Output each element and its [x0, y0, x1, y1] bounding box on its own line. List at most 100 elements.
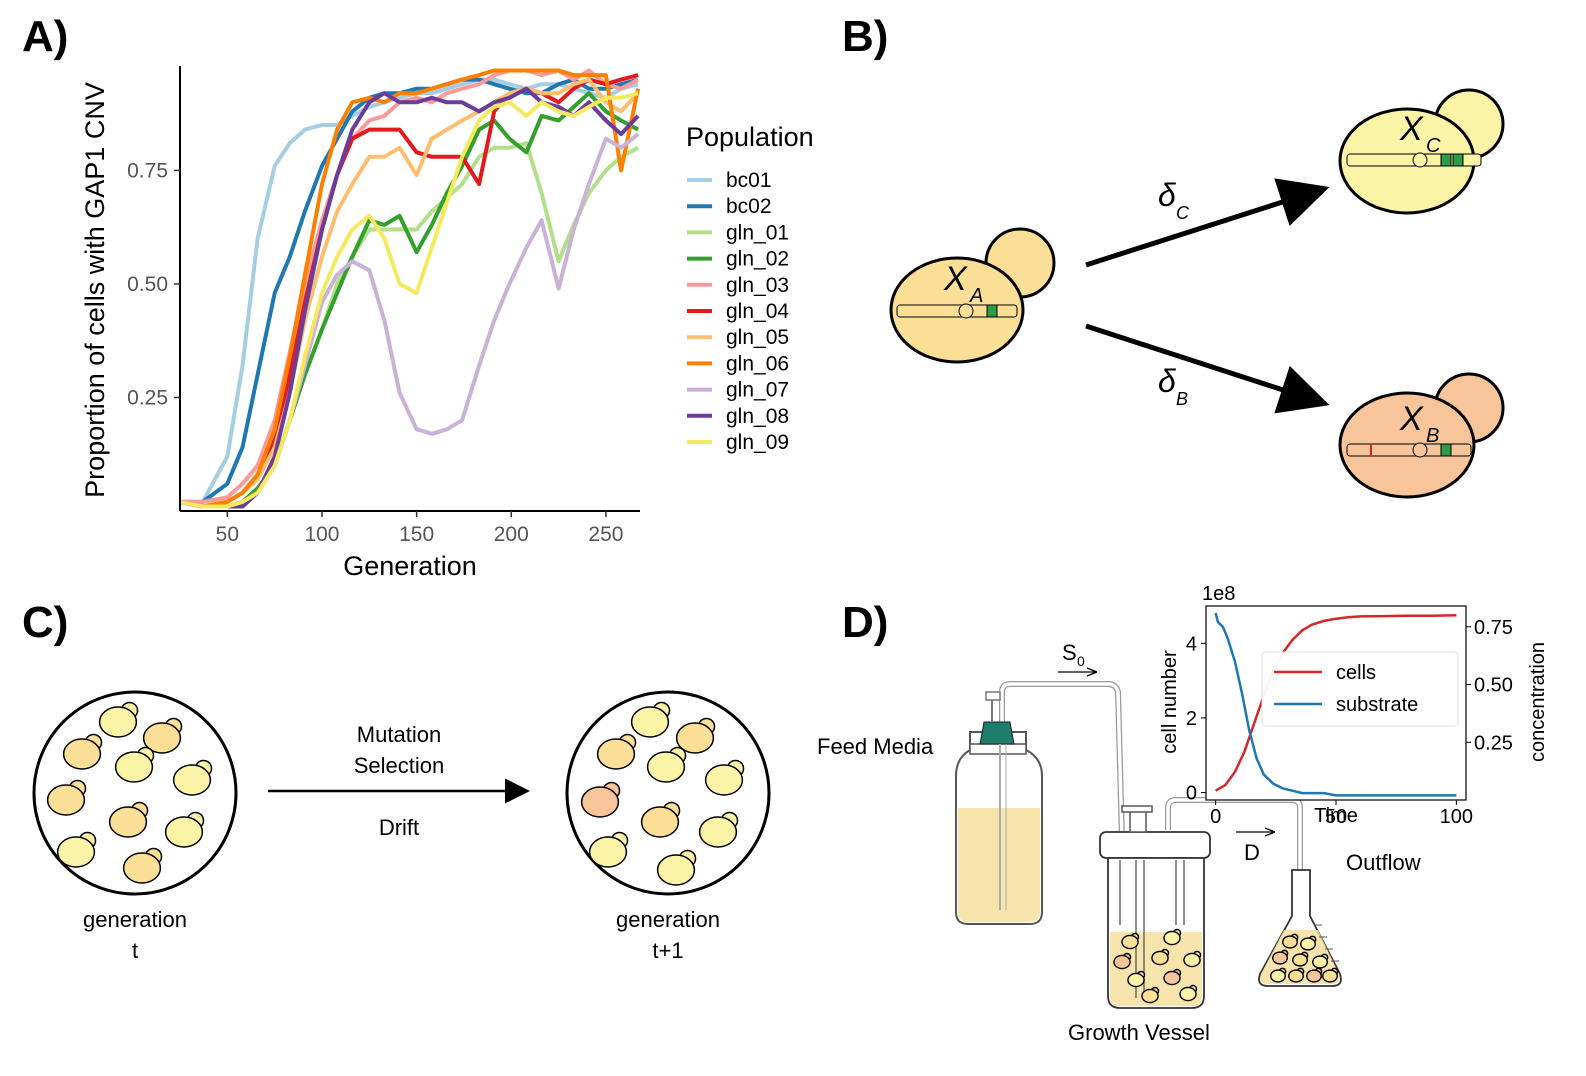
yeast-cell-icon	[1312, 953, 1329, 969]
y-tick-label: 0.50	[127, 273, 168, 296]
yeast-cell-icon	[588, 831, 629, 868]
rate-b-subscript: B	[1176, 389, 1188, 409]
s0-subscript: 0	[1077, 653, 1085, 669]
yeast-cell-icon	[1127, 970, 1146, 988]
chart-a-x-axis-label: Generation	[343, 551, 477, 581]
caption-t1-line1: generation	[616, 907, 720, 932]
arrow-to-cnv	[1085, 178, 1330, 268]
rate-c-symbol: δ	[1158, 177, 1177, 213]
yeast-cell-icon	[1151, 948, 1170, 966]
arrow-to-other	[1085, 323, 1330, 414]
chart-a-y-axis-label: Proportion of cells with GAP1 CNV	[80, 82, 110, 498]
yeast-cell-icon	[1121, 932, 1140, 950]
x-tick-label: 100	[304, 523, 339, 546]
inset-x-tick-label: 100	[1440, 806, 1473, 828]
legend-label: bc01	[726, 169, 772, 192]
yeast-cell-icon	[1282, 933, 1299, 949]
flask-yeast-cells	[1270, 933, 1339, 983]
chart-a-legend: bc01 bc02 gln_01 gln_02 gln_03 gln_04 gln_05gl…	[687, 169, 789, 454]
s0-symbol: S	[1062, 640, 1077, 665]
chart-a-legend-title: Population	[686, 122, 814, 152]
inset-y2-axis-label: concentration	[1527, 642, 1549, 762]
yeast-cell-other: X B	[1338, 372, 1505, 499]
yeast-cell-icon	[646, 746, 687, 783]
yeast-cell-icon	[656, 849, 697, 886]
inset-y-tick-label: 4	[1186, 633, 1197, 655]
series-line-gln-09	[179, 91, 639, 509]
yeast-cell-icon	[675, 717, 716, 754]
yeast-cell-icon	[1183, 950, 1202, 968]
cnv-transition-diagram: X A X C X B δ C δ B	[889, 88, 1505, 499]
vessel-yeast-cells	[1113, 928, 1202, 1004]
yeast-cell-icon	[1163, 928, 1182, 946]
legend-label: gln_07	[726, 379, 789, 402]
yeast-population-t	[46, 701, 213, 884]
cell-b-symbol: X	[1399, 400, 1424, 438]
yeast-cell-icon	[704, 759, 745, 796]
yeast-cell-icon	[98, 701, 139, 738]
process-selection: Selection	[354, 753, 445, 778]
outflow-label: Outflow	[1346, 850, 1421, 875]
gap1-cnv-chart: 50 100 150 200 250 0.25 0.50 0.75 Generation Pr…	[80, 66, 814, 581]
legend-label: gln_02	[726, 248, 789, 271]
legend-label: gln_03	[726, 274, 789, 297]
chromosome-icon	[896, 303, 1018, 319]
legend-label: gln_05	[726, 326, 789, 349]
inset-y-tick-label: 0	[1186, 783, 1197, 805]
legend-label: gln_01	[726, 221, 789, 244]
yeast-cell-icon	[1306, 967, 1323, 983]
y-tick-label: 0.75	[127, 159, 168, 182]
series-line-gln-05	[179, 77, 640, 509]
chromosome-icon	[1346, 442, 1472, 458]
inset-ticks: 0 50 100 0 2 4 0.25 0.50 0.75	[1186, 617, 1513, 828]
yeast-cell-icon	[1270, 967, 1287, 983]
yeast-cell-icon	[640, 801, 681, 838]
inset-series-line-cells	[1214, 614, 1457, 792]
series-line-gln-08	[179, 86, 640, 509]
dilution-symbol: D	[1244, 840, 1260, 865]
yeast-cell-icon	[1163, 968, 1182, 986]
chart-a-series-layer	[179, 68, 641, 509]
legend-label-substrate: substrate	[1336, 694, 1418, 716]
chart-a-ticks: 50 100 150 200 250 0.25 0.50 0.75	[127, 159, 623, 546]
yeast-cell-icon	[698, 811, 739, 848]
yeast-cell-icon	[1288, 967, 1305, 983]
panel-label-b: B)	[842, 12, 889, 61]
panel-label-a: A)	[22, 12, 69, 61]
inset-series-layer	[1214, 612, 1457, 797]
process-mutation: Mutation	[357, 722, 441, 747]
yeast-cell-icon	[142, 717, 183, 754]
series-line-bc02	[180, 77, 639, 504]
yeast-cell-icon	[596, 733, 637, 770]
yeast-cell-icon	[108, 801, 149, 838]
x-tick-label: 200	[494, 523, 529, 546]
y-tick-label: 0.25	[127, 386, 168, 409]
yeast-cell-ancestral: X A	[889, 227, 1056, 364]
yeast-cell-icon	[56, 831, 97, 868]
inset-x-tick-label: 50	[1325, 806, 1347, 828]
legend-label-cells: cells	[1336, 662, 1376, 684]
inset-scale-label: 1e8	[1202, 583, 1235, 605]
yeast-cell-icon	[1141, 986, 1160, 1004]
panel-label-c: C)	[22, 598, 69, 647]
inset-y2-tick-label: 0.25	[1474, 732, 1513, 754]
legend-label: gln_04	[726, 300, 789, 323]
cell-c-symbol: X	[1399, 110, 1424, 148]
legend-label: gln_08	[726, 405, 789, 428]
chemostat-diagram: Feed Media Growth Vessel Outflow S 0 D 0…	[817, 583, 1549, 1045]
yeast-cell-icon	[1300, 935, 1317, 951]
process-drift: Drift	[379, 815, 419, 840]
outflow-flask	[1258, 869, 1342, 987]
feed-media-bottle	[955, 691, 1043, 925]
growth-vessel-label: Growth Vessel	[1068, 1020, 1210, 1045]
panel-label-d: D)	[842, 598, 889, 647]
yeast-cell-icon	[1179, 984, 1198, 1002]
yeast-population-t1	[580, 701, 745, 886]
caption-t-line2: t	[132, 938, 138, 963]
x-tick-label: 50	[216, 523, 239, 546]
chromosome-icon	[1346, 152, 1482, 168]
yeast-cell-icon	[1322, 967, 1339, 983]
inset-y2-tick-label: 0.75	[1474, 617, 1513, 639]
inset-y-axis-label: cell number	[1159, 650, 1181, 754]
yeast-cell-icon	[1272, 949, 1289, 965]
